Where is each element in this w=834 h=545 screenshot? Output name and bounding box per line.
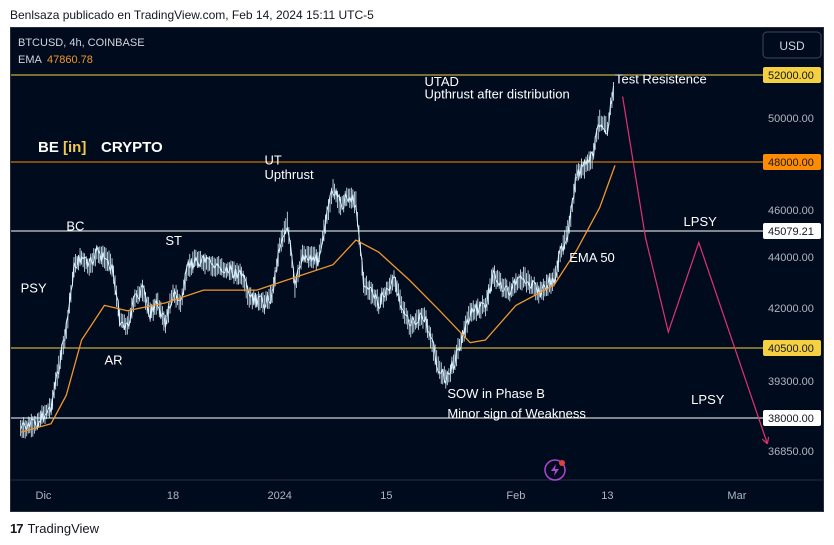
horizontal-levels: 52000.00 48000.00 45079.21 40500.00 38000.00 [11,67,821,426]
annotation-label: UTAD [424,74,458,89]
brand-mid: [in] [63,139,86,156]
level-tag-label: 40500.00 [768,343,814,355]
time-axis: Dic 18 2024 15 Feb 13 Mar [11,479,823,502]
level-tag-label: 45079.21 [768,226,814,238]
ema50-line [20,165,616,433]
chart-frame[interactable]: 52000.00 48000.00 45079.21 40500.00 38000.00… [10,27,824,512]
annotation-label: Upthrust [264,167,314,182]
x-tick-label: Mar [727,490,746,502]
x-tick-label: Dic [36,490,52,502]
annotation-label: Upthrust after distribution [424,87,569,102]
annotation-label: EMA 50 [569,250,615,265]
y-tick-label: 42000.00 [768,303,814,315]
lightning-icon[interactable] [544,459,566,481]
ema-label: EMA [18,54,43,66]
series-layer [20,82,770,445]
currency-label: USD [779,39,805,53]
y-tick-label: 39300.00 [768,376,814,388]
annotation-label: BC [66,219,84,234]
annotation-label: ST [165,233,182,248]
y-tick-label: 44000.00 [768,252,814,264]
annotation-label: LPSY [684,214,718,229]
price-line [20,85,614,431]
y-tick-label: 36850.00 [768,446,814,458]
tradingview-logo-icon: 17 [10,520,24,536]
footer: 17 TradingView [10,519,99,537]
x-tick-label: 15 [380,490,392,502]
level-tag-label: 48000.00 [768,157,814,169]
y-tick-label: 46000.00 [768,205,814,217]
x-tick-label: 2024 [267,490,291,502]
annotation-label: LPSY [691,392,725,407]
level-tag [763,154,821,170]
legend: BTCUSD, 4h, COINBASE EMA 47860.78 [18,37,145,66]
annotation-label: AR [104,353,122,368]
annotation-label: Test Resistence [615,72,707,87]
annotation-label: UT [264,152,281,167]
level-tag [763,67,821,83]
y-tick-label: 50000.00 [768,113,814,125]
price-chart[interactable]: 52000.00 48000.00 45079.21 40500.00 38000.00… [11,28,823,511]
projection-line [622,96,768,444]
brand-logo: BE [in] CRYPTO [38,139,163,156]
x-tick-label: 13 [601,490,613,502]
publish-info: Benlsaza publicado en TradingView.com, F… [10,8,374,22]
brand-left: BE [38,139,59,156]
level-tag-label: 38000.00 [768,413,814,425]
brand-right: CRYPTO [101,139,163,156]
projection-arrowhead [761,436,770,445]
ema-value: 47860.78 [47,54,93,66]
level-tag [763,410,821,426]
symbol-label: BTCUSD, 4h, COINBASE [18,37,145,49]
x-tick-label: 18 [167,490,179,502]
annotation-label: SOW in Phase B [447,386,545,401]
footer-brand: TradingView [27,520,100,536]
x-tick-label: Feb [506,490,525,502]
level-tag [763,223,821,239]
level-tag-label: 52000.00 [768,70,814,82]
price-axis: 50000.00 46000.00 44000.00 42000.00 39300.00… [768,113,814,458]
level-tag [763,340,821,356]
annotation-label: Minor sign of Weakness [447,406,586,421]
currency-button[interactable]: USD [762,31,822,59]
annotation-label: PSY [21,281,47,296]
